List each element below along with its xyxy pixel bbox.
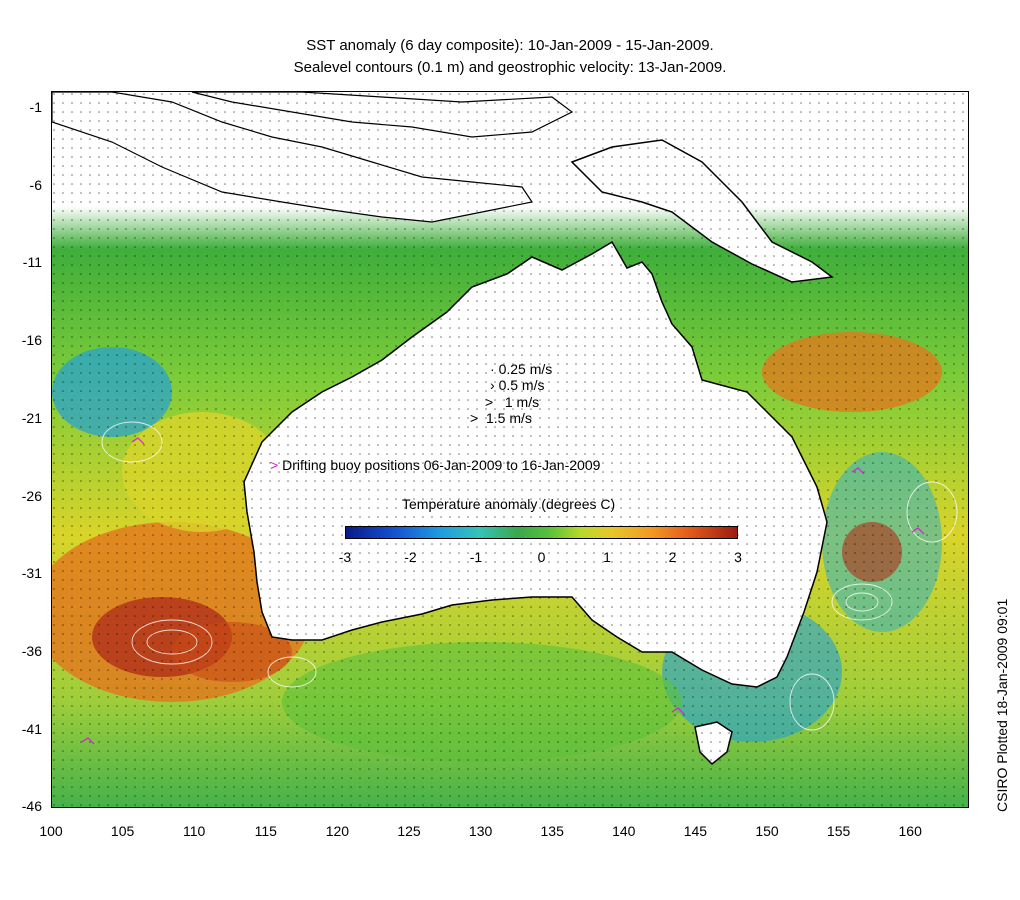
velocity-key-half: › 0.5 m/s	[490, 377, 545, 393]
temperature-colorbar	[345, 526, 738, 539]
sealevel-contour	[845, 592, 879, 612]
colorbar-tick-label: -1	[469, 549, 483, 565]
latitude-tick-label: -6	[29, 176, 42, 193]
plot-credit: CSIRO Plotted 18-Jan-2009 09:01	[994, 598, 1010, 812]
velocity-key-label: 0.25 m/s	[498, 361, 553, 377]
latitude-tick-label: -31	[21, 565, 42, 582]
longitude-tick-label: 155	[826, 823, 851, 839]
map-title-line2: Sealevel contours (0.1 m) and geostrophi…	[293, 59, 727, 76]
sealevel-contour	[146, 629, 198, 655]
sst-anomaly-map	[51, 91, 969, 808]
drifting-buoys	[81, 437, 925, 745]
latitude-tick-label: -16	[21, 332, 42, 349]
longitude-tick-label: 120	[325, 823, 350, 839]
velocity-key-onehalf: > 1.5 m/s	[470, 410, 532, 426]
longitude-tick-label: 150	[755, 823, 779, 839]
sealevel-contour	[101, 421, 163, 463]
velocity-key-label: 0.5 m/s	[498, 377, 545, 393]
sealevel-contour	[831, 583, 893, 621]
map-canvas	[52, 92, 968, 807]
longitude-tick-label: 100	[39, 823, 63, 839]
longitude-tick-label: 110	[183, 823, 206, 839]
buoy-track	[671, 707, 685, 715]
sealevel-contour	[789, 673, 835, 731]
latitude-tick-label: -11	[22, 254, 42, 271]
colorbar-tick-label: 3	[734, 549, 742, 565]
buoy-legend: > Drifting buoy positions 06-Jan-2009 to…	[270, 457, 600, 473]
buoy-track	[131, 437, 145, 445]
map-title-line1: SST anomaly (6 day composite): 10-Jan-20…	[306, 37, 714, 54]
longitude-tick-label: 125	[397, 823, 421, 839]
latitude-tick-label: -36	[21, 642, 42, 659]
colorbar-tick-label: 1	[603, 549, 611, 565]
latitude-tick-label: -1	[29, 99, 42, 115]
geostrophic-velocity-field	[52, 92, 968, 807]
sealevel-contours	[101, 421, 958, 731]
latitude-tick-label: -41	[21, 720, 42, 737]
buoy-track	[81, 737, 95, 745]
sealevel-contour	[267, 656, 317, 688]
velocity-key-one: > 1 m/s	[485, 394, 540, 410]
colorbar-tick-label: -2	[404, 549, 417, 565]
latitude-tick-label: -26	[21, 487, 42, 504]
latitude-tick-label: -46	[21, 798, 42, 815]
longitude-tick-label: 145	[683, 823, 708, 839]
sealevel-contour	[906, 481, 958, 543]
longitude-tick-label: 160	[898, 823, 922, 839]
latitude-tick-label: -21	[21, 409, 42, 426]
buoy-legend-label: Drifting buoy positions 06-Jan-2009 to 1…	[282, 457, 601, 473]
colorbar-tick-label: 0	[537, 549, 546, 565]
longitude-tick-label: 140	[612, 823, 636, 839]
colorbar-title: Temperature anomaly (degrees C)	[402, 496, 616, 512]
buoy-track	[911, 527, 925, 535]
velocity-key-label: 1.5 m/s	[485, 410, 532, 426]
velocity-key-quarter: · 0.25 m/s	[490, 361, 553, 377]
velocity-key-label: 1 m/s	[504, 394, 540, 410]
buoy-marker-icon: >	[270, 457, 279, 473]
longitude-tick-label: 105	[110, 823, 135, 839]
colorbar-tick-label: -3	[338, 549, 352, 565]
longitude-tick-label: 135	[540, 823, 564, 839]
colorbar-tick-label: 2	[668, 549, 677, 565]
longitude-tick-label: 130	[468, 823, 493, 839]
sealevel-contour	[131, 619, 213, 665]
buoy-track	[851, 467, 865, 475]
longitude-tick-label: 115	[254, 823, 277, 839]
